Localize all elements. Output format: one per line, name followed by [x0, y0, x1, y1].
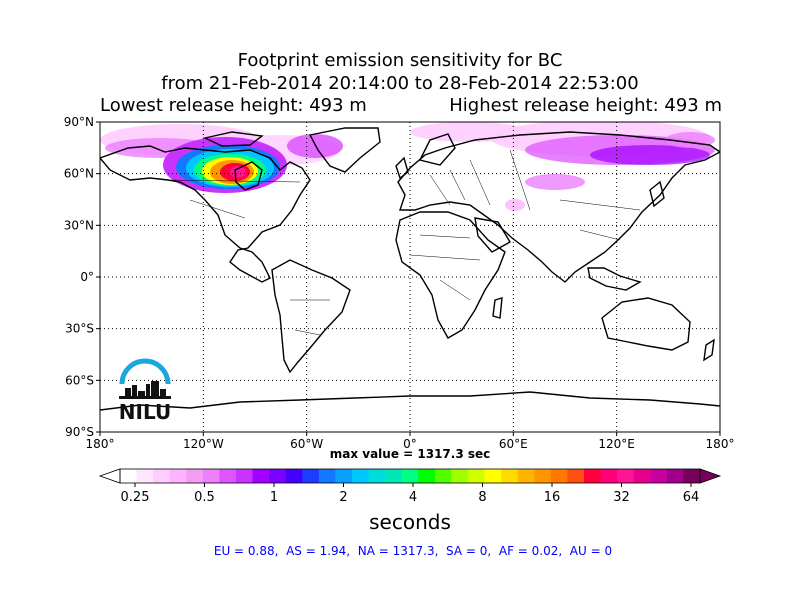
colorbar-segment — [153, 469, 171, 483]
colorbar-segment — [302, 469, 320, 483]
colorbar-tick-label: 1 — [270, 490, 278, 505]
longitude-labels: 180° 120°W 60°W 0° 60°E 120°E 180° — [86, 437, 735, 451]
colorbar-low-extend — [98, 468, 121, 484]
colorbar-segment — [683, 469, 701, 483]
region-stats: EU = 0.88, AS = 1.94, NA = 1317.3, SA = … — [213, 544, 613, 558]
map-gridlines — [100, 122, 720, 432]
colorbar-segment — [617, 469, 635, 483]
colorbar-segment — [335, 469, 353, 483]
lat-tick-label: 90°S — [65, 425, 94, 439]
coastlines — [100, 127, 720, 411]
colorbar-segment — [219, 469, 237, 483]
colorbar-segment — [567, 469, 585, 483]
lat-tick-label: 30°N — [64, 218, 94, 232]
colorbar-tick-label: 32 — [613, 490, 630, 505]
nilu-logo-arc-icon — [119, 358, 171, 385]
lat-tick-label: 30°S — [65, 322, 94, 336]
colorbar-segment — [269, 469, 287, 483]
lon-tick-label: 120°E — [598, 437, 635, 451]
colorbar-segment — [285, 469, 303, 483]
colorbar-segment — [401, 469, 419, 483]
colorbar-tick-label: 16 — [544, 490, 561, 505]
lon-tick-label: 60°E — [499, 437, 528, 451]
title-line-2: from 21-Feb-2014 20:14:00 to 28-Feb-2014… — [161, 73, 639, 94]
lon-tick-label: 180° — [706, 437, 735, 451]
footprint-field — [100, 122, 715, 211]
lon-tick-label: 60°W — [290, 437, 323, 451]
colorbar-segment — [418, 469, 436, 483]
colorbar-segment — [468, 469, 486, 483]
colorbar-segment — [202, 469, 220, 483]
colorbar-segment — [136, 469, 154, 483]
colorbar-tick-label: 0.5 — [194, 490, 215, 505]
colorbar-segment — [318, 469, 336, 483]
colorbar-segment — [534, 469, 552, 483]
colorbar-segment — [484, 469, 502, 483]
colorbar — [98, 468, 722, 484]
lat-tick-label: 90°N — [64, 115, 94, 129]
colorbar-segment — [252, 469, 270, 483]
colorbar-high-extend — [699, 468, 722, 484]
lowest-release-height: Lowest release height: 493 m — [100, 95, 367, 116]
colorbar-segment — [584, 469, 602, 483]
lat-tick-label: 0° — [80, 270, 94, 284]
colorbar-segment — [550, 469, 568, 483]
highest-release-height: Highest release height: 493 m — [449, 95, 722, 116]
colorbar-segment — [650, 469, 668, 483]
colorbar-segment — [169, 469, 187, 483]
colorbar-ticks: 0.25 0.5 1 2 4 8 16 32 64 — [121, 483, 700, 505]
lon-tick-label: 180° — [86, 437, 115, 451]
colorbar-tick-label: 2 — [339, 490, 347, 505]
nilu-logo-text: NILU — [119, 400, 171, 424]
colorbar-segment — [434, 469, 452, 483]
colorbar-segment — [368, 469, 386, 483]
colorbar-segment — [186, 469, 204, 483]
colorbar-segment — [352, 469, 370, 483]
colorbar-tick-label: 0.25 — [121, 490, 150, 505]
title-line-1: Footprint emission sensitivity for BC — [237, 50, 563, 71]
colorbar-title: seconds — [369, 510, 451, 534]
latitude-labels: 90°N 60°N 30°N 0° 30°S 60°S 90°S — [64, 115, 94, 439]
axis-ticks — [96, 121, 721, 436]
colorbar-segment — [385, 469, 403, 483]
lat-tick-label: 60°S — [65, 373, 94, 387]
colorbar-tick-label: 64 — [683, 490, 700, 505]
colorbar-segment — [517, 469, 535, 483]
colorbar-tick-label: 4 — [409, 490, 417, 505]
max-value-label: max value = 1317.3 sec — [329, 447, 491, 461]
colorbar-tick-label: 8 — [478, 490, 486, 505]
lon-tick-label: 0° — [403, 437, 417, 451]
country-borders — [167, 149, 641, 336]
colorbar-segment — [120, 469, 138, 483]
nilu-logo: NILU — [119, 358, 171, 424]
colorbar-segment — [451, 469, 469, 483]
lat-tick-label: 60°N — [64, 167, 94, 181]
colorbar-segment — [600, 469, 618, 483]
colorbar-segment — [501, 469, 519, 483]
colorbar-segment — [236, 469, 254, 483]
colorbar-segment — [666, 469, 684, 483]
lon-tick-label: 120°W — [183, 437, 224, 451]
colorbar-segment — [633, 469, 651, 483]
